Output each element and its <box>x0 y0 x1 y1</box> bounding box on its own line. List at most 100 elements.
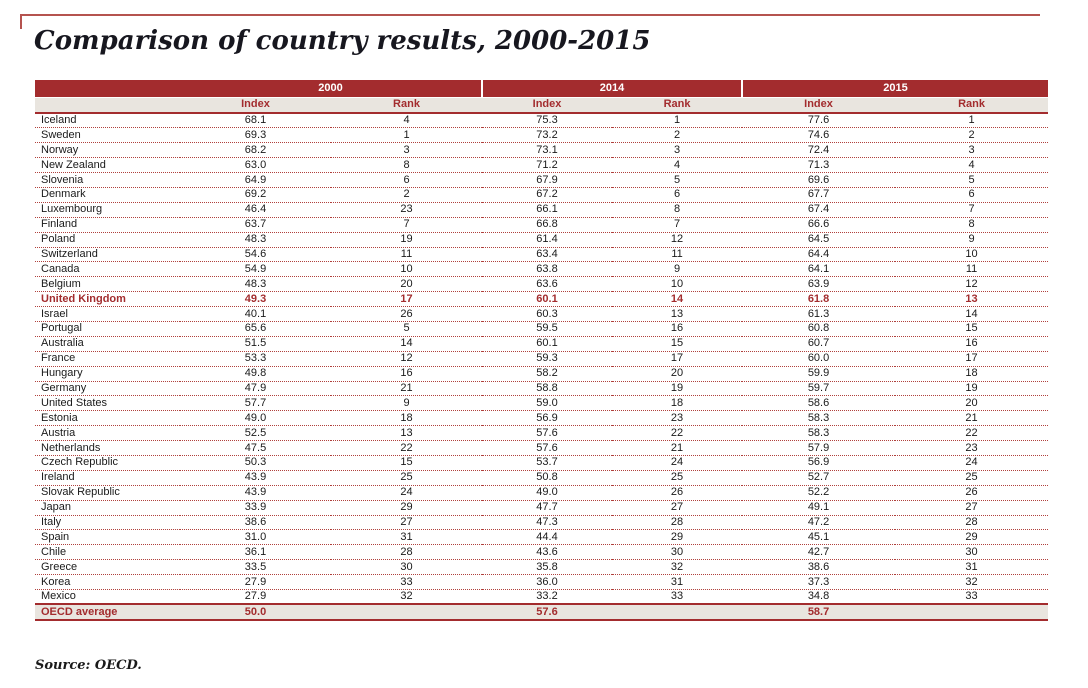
value-cell: 56.9 <box>742 455 896 471</box>
table-row: Poland 48.3 19 61.4 12 64.5 9 <box>35 232 1049 248</box>
value-cell: 11 <box>895 261 1049 278</box>
value-cell: 27.9 <box>180 574 331 590</box>
value-cell: 48.3 <box>180 232 331 248</box>
table-row: Israel 40.1 26 60.3 13 61.3 14 <box>35 306 1049 322</box>
table-row: Chile 36.1 28 43.6 30 42.7 30 <box>35 544 1049 561</box>
value-cell: 24 <box>331 485 483 501</box>
value-cell: 47.5 <box>180 440 331 456</box>
value-cell: 52.7 <box>742 470 896 486</box>
country-cell: Hungary <box>35 366 180 382</box>
value-cell: 66.6 <box>742 217 896 233</box>
table-row: Mexico 27.9 32 33.2 33 34.8 33 <box>35 589 1049 605</box>
page-title: Comparison of country results, 2000-2015 <box>34 26 651 56</box>
country-cell: Czech Republic <box>35 455 180 471</box>
value-cell: 2 <box>895 127 1049 144</box>
table-row: Greece 33.5 30 35.8 32 38.6 31 <box>35 559 1049 576</box>
value-cell: 33.9 <box>180 500 331 516</box>
value-cell: 50.0 <box>180 603 331 622</box>
country-cell: Iceland <box>35 113 180 129</box>
value-cell: 16 <box>895 336 1049 352</box>
value-cell: 33 <box>895 589 1049 605</box>
top-rule-left-hook <box>20 14 22 29</box>
value-cell: 63.9 <box>742 276 896 293</box>
value-cell: 27.9 <box>180 589 331 605</box>
value-cell: 37.3 <box>742 574 896 590</box>
value-cell: 20 <box>895 395 1049 412</box>
value-cell: 48.3 <box>180 276 331 293</box>
table-row: New Zealand 63.0 8 71.2 4 71.3 4 <box>35 157 1049 174</box>
value-cell: 53.7 <box>482 455 613 471</box>
table-row: France 53.3 12 59.3 17 60.0 17 <box>35 351 1049 367</box>
value-cell: 25 <box>895 470 1049 486</box>
value-cell: 68.1 <box>180 113 331 129</box>
value-cell: 51.5 <box>180 336 331 352</box>
value-cell: 31 <box>895 559 1049 576</box>
value-cell: 13 <box>331 425 483 442</box>
country-cell: Belgium <box>35 276 180 293</box>
value-cell: 58.3 <box>742 410 896 427</box>
table-body: Iceland 68.1 4 75.3 1 77.6 1 Sweden 69.3 1 73.2 2 74… <box>35 113 1049 605</box>
value-cell: 15 <box>895 321 1049 337</box>
value-cell: 58.2 <box>482 366 613 382</box>
country-cell: Denmark <box>35 187 180 203</box>
value-cell: 5 <box>612 172 743 188</box>
value-cell <box>895 603 1049 622</box>
table-row: United States 57.7 9 59.0 18 58.6 20 <box>35 395 1049 412</box>
value-cell: 19 <box>612 381 743 397</box>
value-cell: 18 <box>331 410 483 427</box>
country-cell: Ireland <box>35 470 180 486</box>
value-cell: 33 <box>331 574 483 590</box>
results-table: 2000 2014 2015 Index Rank Index Rank Ind… <box>35 80 1049 622</box>
value-cell: 12 <box>331 351 483 367</box>
value-cell: 52.5 <box>180 425 331 442</box>
value-cell: 3 <box>612 142 743 159</box>
value-cell: 75.3 <box>482 113 613 129</box>
column-header-index: Index <box>180 97 331 114</box>
value-cell: 60.3 <box>482 306 613 322</box>
subheader-row: Index Rank Index Rank Index Rank <box>35 97 1049 114</box>
table-row: Spain 31.0 31 44.4 29 45.1 29 <box>35 529 1049 546</box>
value-cell: 1 <box>612 113 743 129</box>
value-cell: 26 <box>895 485 1049 501</box>
value-cell: 47.2 <box>742 515 896 531</box>
value-cell: 67.2 <box>482 187 613 203</box>
value-cell: 68.2 <box>180 142 331 159</box>
value-cell: 17 <box>331 291 483 308</box>
value-cell: 54.6 <box>180 247 331 263</box>
value-cell: 12 <box>612 232 743 248</box>
value-cell: 64.5 <box>742 232 896 248</box>
country-cell: Greece <box>35 559 180 576</box>
value-cell: 58.3 <box>742 425 896 442</box>
value-cell: 35.8 <box>482 559 613 576</box>
country-cell: Finland <box>35 217 180 233</box>
value-cell: 47.3 <box>482 515 613 531</box>
country-cell: United States <box>35 395 180 412</box>
column-header-rank: Rank <box>612 97 743 114</box>
value-cell: 63.7 <box>180 217 331 233</box>
country-cell: Slovenia <box>35 172 180 188</box>
country-cell: Germany <box>35 381 180 397</box>
value-cell: 9 <box>895 232 1049 248</box>
value-cell: 64.9 <box>180 172 331 188</box>
value-cell: 3 <box>895 142 1049 159</box>
table-row: Germany 47.9 21 58.8 19 59.7 19 <box>35 381 1049 397</box>
value-cell: 36.1 <box>180 544 331 561</box>
country-cell: Sweden <box>35 127 180 144</box>
value-cell: 19 <box>895 381 1049 397</box>
value-cell: 74.6 <box>742 127 896 144</box>
table-row: Norway 68.2 3 73.1 3 72.4 3 <box>35 142 1049 159</box>
value-cell: 27 <box>331 515 483 531</box>
value-cell: 15 <box>331 455 483 471</box>
value-cell: 77.6 <box>742 113 896 129</box>
value-cell: 18 <box>895 366 1049 382</box>
value-cell: 21 <box>612 440 743 456</box>
value-cell: 1 <box>895 113 1049 129</box>
value-cell: 50.8 <box>482 470 613 486</box>
value-cell: 61.8 <box>742 291 896 308</box>
value-cell: 12 <box>895 276 1049 293</box>
column-header-rank: Rank <box>895 97 1049 114</box>
value-cell: 24 <box>612 455 743 471</box>
value-cell: 15 <box>612 336 743 352</box>
value-cell: 1 <box>331 127 483 144</box>
